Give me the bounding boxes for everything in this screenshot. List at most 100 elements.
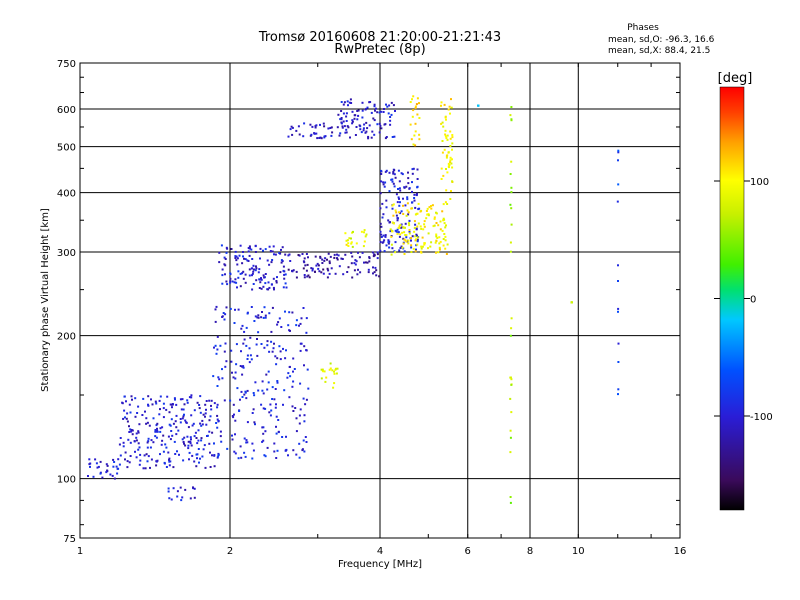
- data-point: [189, 497, 192, 500]
- data-point: [211, 454, 213, 457]
- data-point: [407, 213, 410, 216]
- data-point: [331, 369, 334, 372]
- data-point: [269, 414, 272, 417]
- data-point: [341, 125, 344, 128]
- data-point: [617, 310, 619, 313]
- data-point: [418, 102, 420, 105]
- data-point: [246, 441, 249, 444]
- data-point: [196, 401, 199, 404]
- data-point: [381, 202, 384, 205]
- data-point: [433, 216, 436, 219]
- data-point: [270, 261, 273, 264]
- data-point: [213, 454, 216, 457]
- data-point: [251, 272, 254, 275]
- data-point: [122, 445, 125, 448]
- data-point: [416, 240, 419, 243]
- data-point: [376, 257, 379, 260]
- data-point: [445, 154, 448, 157]
- data-point: [401, 246, 404, 249]
- data-point: [187, 440, 190, 443]
- data-point: [239, 244, 242, 247]
- data-point: [234, 257, 237, 259]
- data-point: [96, 466, 99, 469]
- data-point: [363, 261, 365, 264]
- data-point: [440, 178, 443, 180]
- data-point: [253, 421, 256, 424]
- data-point: [316, 137, 319, 140]
- x-tick-label: 6: [465, 546, 471, 557]
- data-point: [359, 271, 362, 274]
- data-point: [129, 455, 132, 457]
- data-point: [349, 98, 352, 101]
- data-point: [408, 224, 411, 227]
- data-point: [394, 229, 397, 232]
- data-point: [314, 255, 317, 258]
- data-point: [423, 225, 426, 228]
- data-point: [170, 418, 173, 421]
- data-point: [447, 165, 450, 168]
- data-point: [182, 415, 185, 418]
- stats-heading: Phases: [627, 23, 659, 33]
- data-point: [383, 108, 385, 110]
- data-point: [509, 203, 512, 206]
- data-point: [447, 162, 450, 165]
- data-point: [307, 274, 310, 277]
- data-point: [427, 232, 430, 235]
- data-point: [248, 274, 251, 277]
- data-point: [333, 382, 336, 385]
- data-point: [376, 251, 379, 254]
- data-point: [345, 131, 348, 134]
- data-point: [445, 224, 447, 227]
- data-point: [413, 199, 416, 202]
- data-point: [389, 123, 392, 126]
- data-point: [443, 222, 446, 225]
- data-point: [338, 134, 341, 137]
- data-point: [179, 486, 182, 489]
- data-point: [412, 143, 415, 146]
- data-point: [320, 368, 323, 371]
- data-point: [395, 214, 398, 217]
- data-point: [382, 111, 385, 113]
- data-point: [298, 456, 301, 459]
- data-point: [300, 342, 303, 345]
- data-point: [277, 321, 280, 324]
- data-point: [262, 249, 264, 252]
- data-point: [442, 203, 445, 206]
- data-point: [197, 448, 200, 450]
- data-point: [264, 430, 267, 433]
- data-point: [121, 401, 124, 404]
- data-point: [225, 280, 228, 283]
- data-point: [221, 268, 224, 271]
- data-point: [509, 496, 512, 498]
- data-point: [126, 460, 129, 463]
- data-point: [176, 495, 179, 498]
- data-point: [196, 457, 198, 460]
- data-point: [282, 265, 285, 268]
- data-point: [224, 258, 227, 260]
- data-point: [111, 474, 114, 477]
- data-point: [251, 288, 254, 291]
- data-point: [208, 442, 211, 445]
- data-point: [219, 430, 222, 433]
- data-point: [219, 344, 222, 347]
- data-point: [396, 201, 399, 204]
- data-point: [135, 432, 138, 435]
- data-point: [407, 177, 410, 180]
- data-point: [234, 452, 237, 455]
- data-point: [382, 234, 385, 237]
- data-point: [139, 459, 142, 462]
- data-point: [224, 264, 227, 267]
- data-point: [161, 439, 164, 442]
- data-point: [224, 365, 227, 368]
- data-point: [438, 236, 441, 239]
- data-point: [145, 453, 148, 456]
- data-point: [291, 385, 294, 388]
- data-point: [347, 266, 350, 269]
- data-point: [301, 448, 304, 451]
- data-point: [187, 447, 190, 450]
- data-point: [199, 395, 202, 398]
- data-point: [617, 159, 619, 162]
- data-point: [209, 415, 212, 418]
- data-point: [410, 237, 412, 240]
- data-point: [92, 475, 95, 478]
